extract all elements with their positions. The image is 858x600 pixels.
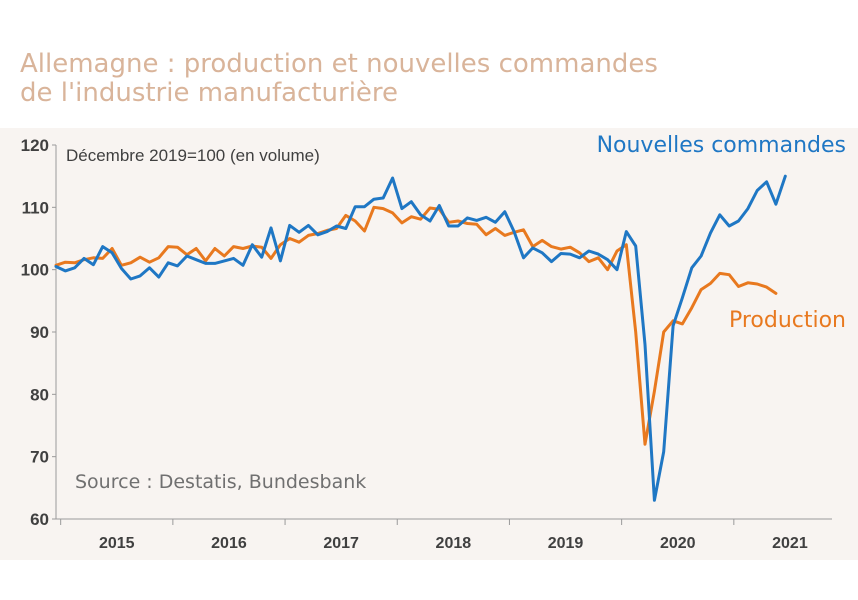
- series-line-orders: [54, 174, 787, 502]
- chart-title-line-2: de l'industrie manufacturière: [20, 78, 399, 108]
- x-tick-label: 2015: [99, 535, 135, 552]
- x-tick-label: 2016: [211, 535, 247, 552]
- x-ticks: 2015 2016 2017 2018 2019 2020 2021: [60, 519, 808, 552]
- y-tick-label: 70: [30, 448, 49, 467]
- y-tick-label: 120: [21, 136, 49, 155]
- y-tick-label: 90: [30, 323, 49, 342]
- y-tick-label: 60: [30, 510, 49, 529]
- chart-title-line-1: Allemagne : production et nouvelles comm…: [20, 49, 658, 79]
- x-tick-label: 2021: [772, 535, 808, 552]
- chart-panel: [0, 128, 858, 560]
- chart-title: Allemagne : production et nouvelles comm…: [20, 50, 658, 108]
- x-tick-label: 2018: [436, 535, 472, 552]
- series-line-production: [54, 205, 778, 446]
- series-lines: [54, 174, 787, 502]
- y-tick-label: 110: [22, 198, 49, 217]
- series-label-orders: Nouvelles commandes: [597, 133, 846, 158]
- x-tick-label: 2019: [548, 535, 584, 552]
- chart-note: Décembre 2019=100 (en volume): [66, 146, 320, 165]
- y-ticks: 60 70 80 90 100 110 120: [21, 136, 56, 529]
- x-tick-label: 2020: [660, 535, 696, 552]
- chart-axes: [55, 145, 832, 520]
- series-label-production: Production: [729, 308, 846, 333]
- chart-source: Source : Destatis, Bundesbank: [75, 471, 366, 493]
- y-tick-label: 80: [30, 385, 49, 404]
- y-tick-label: 100: [21, 261, 49, 280]
- x-tick-label: 2017: [323, 535, 359, 552]
